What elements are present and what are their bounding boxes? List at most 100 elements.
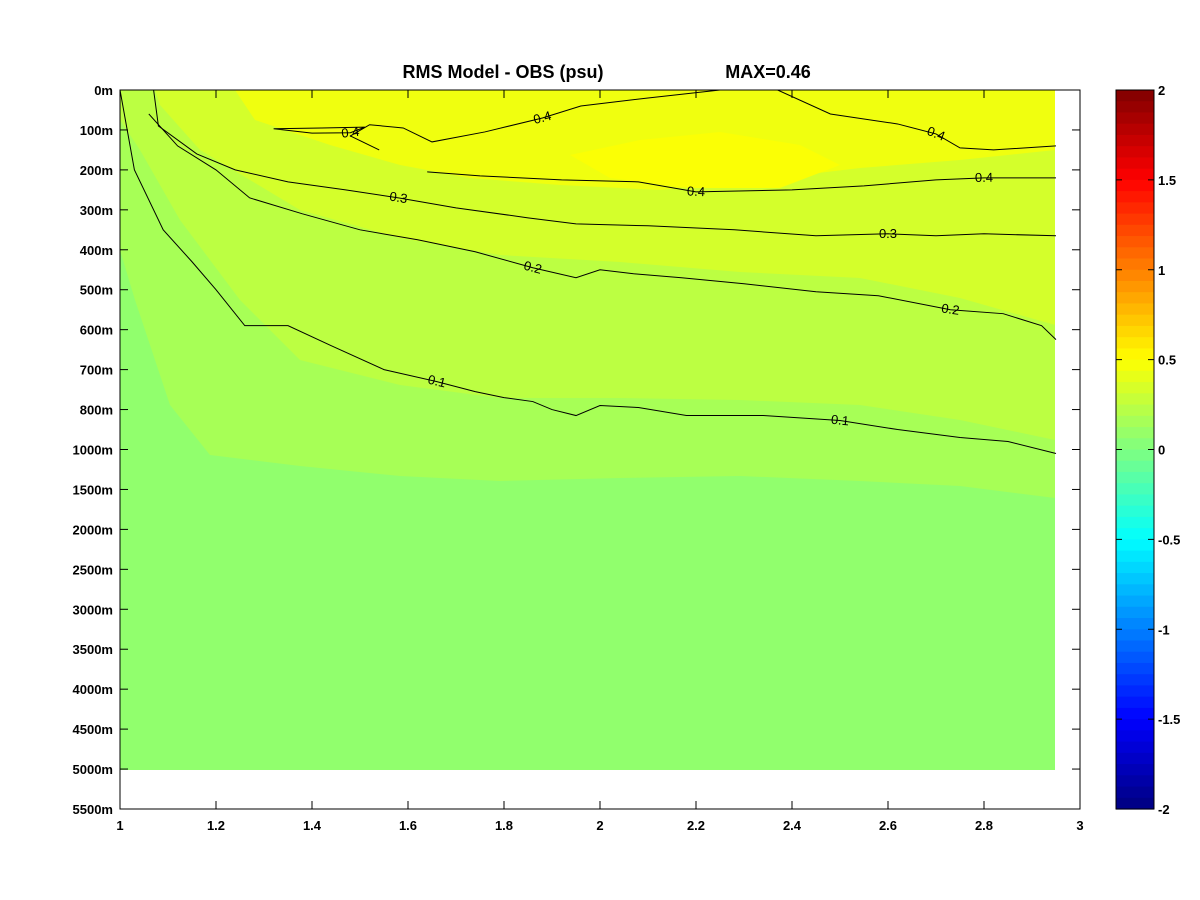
colorbar-segment [1116, 146, 1154, 159]
colorbar-segment [1116, 584, 1154, 597]
colorbar-segment [1116, 303, 1154, 316]
contour-line-0_1-0 [120, 90, 1057, 454]
colorbar-segment [1116, 606, 1154, 619]
contour-label: 0.2 [522, 258, 543, 277]
colorbar-segment [1116, 123, 1154, 136]
contour-labels: 0.1 0.1 0.2 0.2 0.3 0.3 0.4 0.4 0.4 0.4 0.4 [341, 108, 994, 429]
colorbar-segment [1116, 314, 1154, 327]
colorbar-segment [1116, 730, 1154, 743]
colorbar-segment [1116, 112, 1154, 125]
colorbar-segment [1116, 382, 1154, 394]
contour-line-0_4-4 [349, 90, 1057, 151]
contour-label: 0.4 [687, 183, 706, 199]
y-tick-label: 3000m [73, 602, 113, 617]
colorbar-segment [1116, 157, 1154, 170]
colorbar-tick-label: 0.5 [1158, 353, 1176, 368]
x-tick-label: 2 [596, 818, 603, 833]
colorbar-segment [1116, 505, 1154, 518]
colorbar-segment [1116, 764, 1154, 776]
colorbar-segment [1116, 90, 1154, 102]
contour-line-0_4-5 [273, 126, 365, 134]
contour-line-0_2-1 [148, 113, 1057, 341]
colorbar-segment [1116, 449, 1154, 462]
colorbar-segment [1116, 719, 1154, 731]
contour-label: 0.4 [975, 170, 993, 185]
colorbar-segment [1116, 460, 1154, 473]
colorbar-segment [1116, 236, 1154, 248]
y-tick-label: 2500m [73, 562, 113, 577]
colorbar-segment [1116, 404, 1154, 417]
colorbar-tick-label: 1 [1158, 263, 1165, 278]
contour-label: 0.1 [830, 412, 850, 429]
colorbar-segment [1116, 224, 1154, 237]
y-tick-label: 1500m [73, 482, 113, 497]
colorbar-segment [1116, 292, 1154, 305]
colorbar-segment [1116, 325, 1154, 338]
colorbar-segment [1116, 595, 1154, 608]
colorbar-segment [1116, 662, 1154, 675]
colorbar-segment [1116, 191, 1154, 203]
colorbar-segment [1116, 415, 1154, 428]
contour-label: 0.2 [940, 300, 960, 317]
contour-label: 0.1 [426, 372, 447, 391]
contour-label: 0.4 [925, 123, 947, 143]
y-tick-label: 4500m [73, 722, 113, 737]
contour-label: 0.3 [388, 189, 408, 207]
colorbar-segment [1116, 348, 1154, 361]
colorbar-tick-label: -2 [1158, 802, 1170, 817]
y-tick-label: 700m [80, 363, 113, 378]
contour-label: 0.3 [879, 226, 897, 241]
colorbar-segment [1116, 359, 1154, 372]
x-tick-label: 1.4 [303, 818, 322, 833]
y-tick-label: 0m [94, 83, 113, 98]
colorbar-segment [1116, 179, 1154, 192]
y-tick-label: 600m [80, 323, 113, 338]
x-tick-label: 2.2 [687, 818, 705, 833]
colorbar-segment [1116, 471, 1154, 484]
colorbar: 2 1.5 1 0.5 0 -0.5 -1 -1.5 -2 [1115, 83, 1180, 817]
colorbar-segment [1116, 741, 1154, 754]
colorbar-segment [1116, 258, 1154, 271]
colorbar-segment [1116, 101, 1154, 114]
colorbar-segment [1116, 438, 1154, 451]
colorbar-tick-label: -1 [1158, 622, 1170, 637]
colorbar-segment [1116, 629, 1154, 642]
colorbar-segment [1116, 707, 1154, 720]
colorbar-segment [1116, 134, 1154, 147]
colorbar-tick-label: 0 [1158, 443, 1165, 458]
contour-line-0_3-2 [153, 90, 1057, 237]
colorbar-segment [1116, 370, 1154, 383]
colorbar-tick-label: 2 [1158, 83, 1165, 98]
colorbar-segment [1116, 269, 1154, 282]
colorbar-segment [1116, 427, 1154, 439]
y-tick-label: 800m [80, 403, 113, 418]
colorbar-segment [1116, 573, 1154, 585]
y-tick-label: 200m [80, 163, 113, 178]
x-tick-label: 1.2 [207, 818, 225, 833]
y-axis: 0m 100m 200m 300m 400m 500m 600m 700m 800m 1000m 1… [73, 83, 1080, 817]
colorbar-segment [1116, 696, 1154, 709]
y-tick-label: 5000m [73, 762, 113, 777]
x-tick-label: 1 [116, 818, 123, 833]
chart-max-label: MAX=0.46 [725, 62, 811, 82]
x-tick-label: 3 [1076, 818, 1083, 833]
x-tick-label: 2.6 [879, 818, 897, 833]
fill-band-max [570, 132, 840, 188]
contour-line-0_4-3 [427, 171, 1056, 193]
colorbar-segment [1116, 786, 1154, 799]
colorbar-segment [1116, 618, 1154, 630]
contour-label: 0.4 [341, 124, 361, 141]
x-tick-label: 1.6 [399, 818, 417, 833]
x-tick-label: 2.4 [783, 818, 802, 833]
colorbar-segment [1116, 752, 1154, 765]
y-tick-label: 100m [80, 123, 113, 138]
colorbar-segment [1116, 674, 1154, 687]
colorbar-segment [1116, 539, 1154, 552]
colorbar-segment [1116, 280, 1154, 293]
y-tick-label: 3500m [73, 642, 113, 657]
colorbar-tick-label: 1.5 [1158, 173, 1176, 188]
colorbar-segment [1116, 393, 1154, 406]
colorbar-segment [1116, 213, 1154, 226]
colorbar-segment [1116, 168, 1154, 181]
